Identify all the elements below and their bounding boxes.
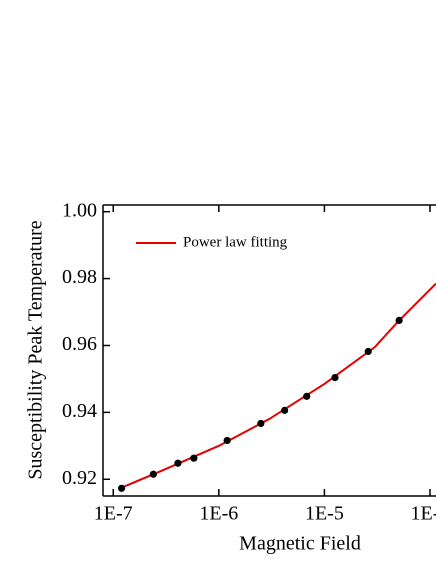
data-point bbox=[174, 459, 182, 467]
y-tick-label: 0.92 bbox=[62, 467, 97, 489]
data-point bbox=[281, 406, 289, 414]
x-axis-label: Magnetic Field bbox=[239, 533, 361, 555]
x-tick-label: 1E-6 bbox=[199, 503, 238, 525]
legend-label: Power law fitting bbox=[183, 234, 288, 250]
fit-line bbox=[121, 282, 436, 489]
y-axis-label: Susceptibility Peak Temperature bbox=[25, 220, 47, 479]
data-point bbox=[257, 419, 265, 428]
data-point bbox=[223, 436, 231, 445]
data-point bbox=[149, 470, 157, 478]
data-point bbox=[364, 347, 372, 356]
data-point bbox=[303, 392, 311, 400]
y-tick-label: 0.94 bbox=[62, 400, 97, 422]
y-tick-label: 0.98 bbox=[62, 266, 97, 288]
data-point bbox=[190, 454, 198, 462]
x-tick-label: 1E-5 bbox=[305, 503, 344, 525]
data-point bbox=[395, 316, 403, 324]
x-tick-label: 1E-7 bbox=[94, 503, 133, 525]
data-point bbox=[331, 373, 339, 382]
x-tick-label: 1E-4 bbox=[411, 503, 436, 525]
data-point bbox=[117, 484, 126, 492]
y-tick-label: 0.96 bbox=[62, 333, 97, 355]
y-tick-label: 1.00 bbox=[62, 199, 97, 221]
